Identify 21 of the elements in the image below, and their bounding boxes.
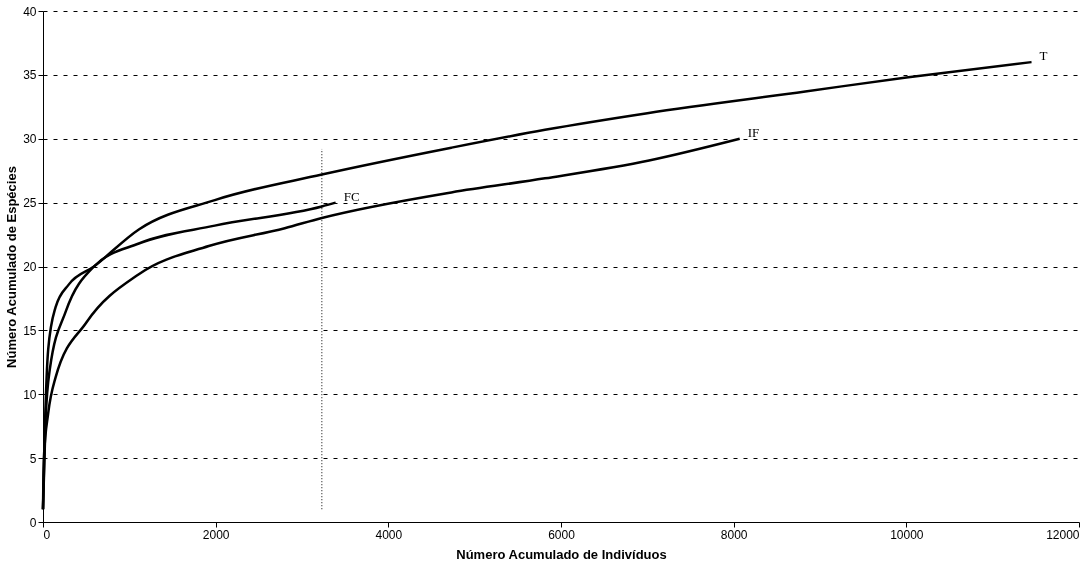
x-tick-label: 12000: [1046, 527, 1080, 542]
x-tick-label: 2000: [202, 527, 230, 542]
y-tick-label: 35: [23, 68, 37, 83]
y-tick-label: 40: [23, 4, 37, 19]
y-axis-title: Número Acumulado de Espécies: [4, 166, 20, 368]
x-tick-label: 10000: [890, 527, 924, 542]
x-tick-label: 6000: [548, 527, 576, 542]
y-tick-label: 25: [23, 196, 37, 211]
x-tick-label: 8000: [720, 527, 748, 542]
y-tick-label: 10: [23, 387, 37, 402]
y-tick-label: 5: [29, 451, 37, 466]
x-axis-title: Número Acumulado de Indivíduos: [456, 546, 667, 562]
y-tick-label: 0: [29, 515, 37, 530]
y-tick-label: 30: [23, 132, 37, 147]
series-label: FC: [343, 188, 360, 204]
y-tick-label: 15: [23, 323, 37, 338]
x-tick-label: 0: [43, 527, 51, 542]
series-label: T: [1039, 48, 1048, 64]
y-tick-label: 20: [23, 260, 37, 274]
series-label: IF: [747, 124, 760, 140]
x-tick-label: 4000: [375, 527, 403, 542]
